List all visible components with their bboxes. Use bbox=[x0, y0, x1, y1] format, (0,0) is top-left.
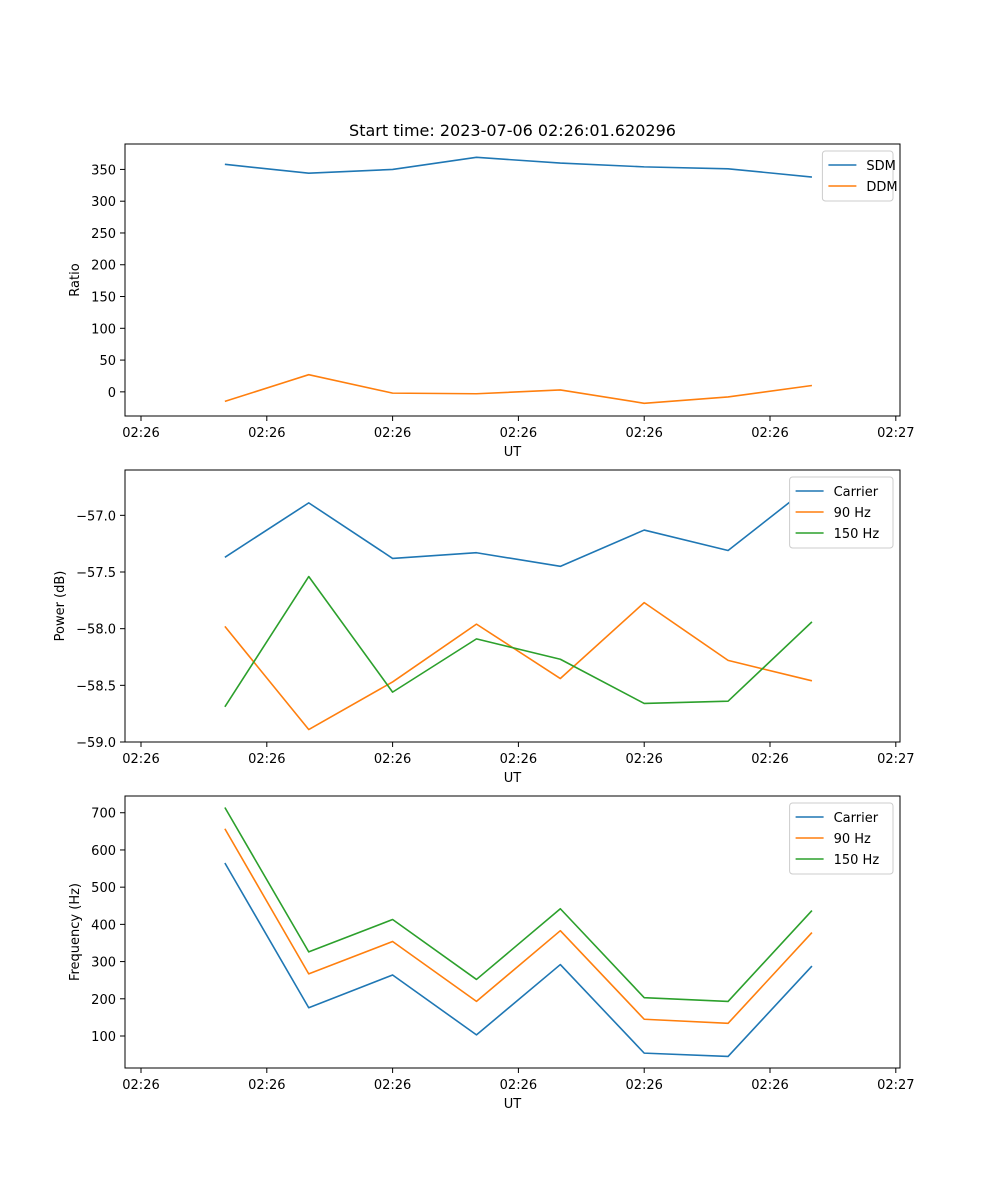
y-tick-label: 600 bbox=[91, 844, 116, 859]
legend-label: 90 Hz bbox=[834, 832, 871, 847]
x-tick-label: 02:26 bbox=[625, 752, 662, 767]
x-axis-label: UT bbox=[504, 445, 522, 460]
series-line-150-hz bbox=[224, 575, 813, 708]
x-tick-label: 02:26 bbox=[500, 426, 537, 441]
x-tick-label: 02:26 bbox=[625, 426, 662, 441]
y-tick-label: 200 bbox=[91, 259, 116, 274]
legend-label: Carrier bbox=[834, 811, 879, 826]
x-tick-label: 02:26 bbox=[374, 1078, 411, 1093]
y-axis-label: Frequency (Hz) bbox=[68, 883, 83, 981]
y-tick-label: 300 bbox=[91, 195, 116, 210]
x-tick-label: 02:26 bbox=[751, 426, 788, 441]
series-line-90-hz bbox=[224, 828, 813, 1025]
legend-frame bbox=[789, 802, 894, 875]
figure-title: Start time: 2023-07-06 02:26:01.620296 bbox=[349, 121, 676, 140]
y-axis-label: Power (dB) bbox=[53, 571, 68, 642]
x-tick-label: 02:26 bbox=[374, 752, 411, 767]
series-line-90-hz bbox=[224, 601, 813, 731]
y-axis-label: Ratio bbox=[68, 263, 83, 296]
x-axis-label: UT bbox=[504, 771, 522, 786]
series-line-150-hz bbox=[224, 807, 813, 1003]
panel-2: −59.0 −58.5 −58.0 −57.5 −57.0 02:26 02:26 02:26… bbox=[53, 469, 915, 786]
series-line-ddm bbox=[224, 373, 813, 405]
y-tick-label: 500 bbox=[91, 881, 116, 896]
axes-frame bbox=[124, 795, 901, 1069]
y-tick-label: 250 bbox=[91, 227, 116, 242]
y-tick-label: −58.0 bbox=[76, 623, 116, 638]
x-tick-label: 02:26 bbox=[625, 1078, 662, 1093]
axes-frame bbox=[124, 143, 901, 417]
y-tick-label: 300 bbox=[91, 956, 116, 971]
legend-label: 150 Hz bbox=[834, 853, 880, 868]
x-tick-label: 02:26 bbox=[751, 1078, 788, 1093]
x-tick-label: 02:26 bbox=[374, 426, 411, 441]
y-tick-label: 350 bbox=[91, 163, 116, 178]
panel-1: 0 50 100 150 200 250 300 350 02:26 02:26 02:26 02:2… bbox=[68, 143, 915, 460]
y-tick-label: 400 bbox=[91, 918, 116, 933]
y-tick-label: −57.0 bbox=[76, 509, 116, 524]
x-tick-label: 02:26 bbox=[500, 1078, 537, 1093]
y-tick-label: 150 bbox=[91, 291, 116, 306]
y-tick-label: −59.0 bbox=[76, 736, 116, 751]
legend-label: Carrier bbox=[834, 485, 879, 500]
series-line-carrier bbox=[224, 862, 813, 1058]
x-tick-label: 02:27 bbox=[877, 426, 914, 441]
x-tick-label: 02:26 bbox=[248, 426, 285, 441]
legend: Carrier 90 Hz 150 Hz bbox=[789, 476, 894, 549]
x-tick-label: 02:26 bbox=[248, 1078, 285, 1093]
axes-frame bbox=[124, 469, 901, 743]
y-tick-label: 100 bbox=[91, 1030, 116, 1045]
y-tick-label: 700 bbox=[91, 807, 116, 822]
x-tick-label: 02:26 bbox=[500, 752, 537, 767]
series-line-carrier bbox=[224, 484, 813, 568]
y-tick-label: −58.5 bbox=[76, 679, 116, 694]
legend-label: DDM bbox=[866, 180, 897, 195]
y-tick-label: 50 bbox=[99, 354, 116, 369]
x-tick-label: 02:27 bbox=[877, 752, 914, 767]
y-tick-label: 200 bbox=[91, 993, 116, 1008]
x-tick-label: 02:26 bbox=[122, 426, 159, 441]
legend-label: SDM bbox=[866, 159, 895, 174]
series-line-sdm bbox=[224, 156, 813, 178]
x-tick-label: 02:26 bbox=[122, 1078, 159, 1093]
x-tick-label: 02:26 bbox=[751, 752, 788, 767]
legend-label: 150 Hz bbox=[834, 527, 880, 542]
legend-frame bbox=[789, 476, 894, 549]
y-tick-label: 0 bbox=[108, 386, 116, 401]
x-tick-label: 02:26 bbox=[122, 752, 159, 767]
legend-frame bbox=[821, 150, 894, 202]
x-tick-label: 02:26 bbox=[248, 752, 285, 767]
panel-3: 100 200 300 400 500 600 700 02:26 02:26 02:26 02:2… bbox=[68, 795, 915, 1112]
legend: Carrier 90 Hz 150 Hz bbox=[789, 802, 894, 875]
x-axis-label: UT bbox=[504, 1097, 522, 1112]
legend: SDM DDM bbox=[821, 150, 898, 202]
x-tick-label: 02:27 bbox=[877, 1078, 914, 1093]
y-tick-label: −57.5 bbox=[76, 566, 116, 581]
legend-label: 90 Hz bbox=[834, 506, 871, 521]
y-tick-label: 100 bbox=[91, 322, 116, 337]
